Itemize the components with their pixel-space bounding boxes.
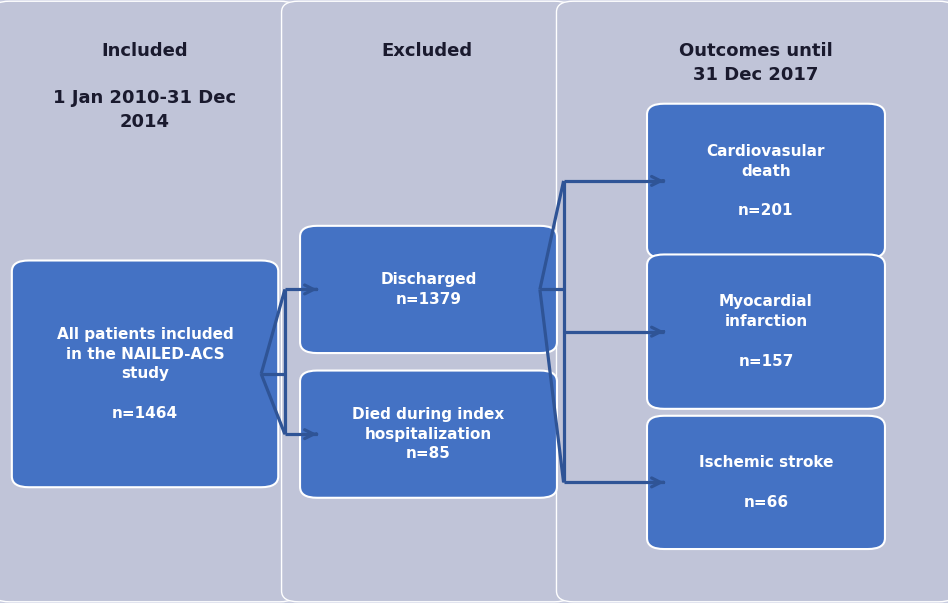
Text: Died during index
hospitalization
n=85: Died during index hospitalization n=85 [353, 407, 504, 461]
Text: Discharged
n=1379: Discharged n=1379 [380, 272, 477, 307]
FancyBboxPatch shape [300, 370, 556, 497]
FancyBboxPatch shape [647, 104, 884, 258]
FancyBboxPatch shape [300, 226, 556, 353]
FancyBboxPatch shape [282, 1, 572, 602]
Text: All patients included
in the NAILED-ACS
study

n=1464: All patients included in the NAILED-ACS … [57, 327, 233, 421]
Text: Outcomes until
31 Dec 2017: Outcomes until 31 Dec 2017 [679, 42, 832, 84]
Text: Ischemic stroke

n=66: Ischemic stroke n=66 [699, 455, 833, 510]
FancyBboxPatch shape [647, 254, 884, 409]
Text: Cardiovasular
death

n=201: Cardiovasular death n=201 [706, 144, 825, 218]
Text: Myocardial
infarction

n=157: Myocardial infarction n=157 [720, 294, 812, 369]
FancyBboxPatch shape [556, 1, 948, 602]
FancyBboxPatch shape [0, 1, 297, 602]
FancyBboxPatch shape [647, 416, 884, 549]
Text: Excluded: Excluded [381, 42, 472, 60]
FancyBboxPatch shape [11, 260, 279, 487]
Text: Included

1 Jan 2010-31 Dec
2014: Included 1 Jan 2010-31 Dec 2014 [53, 42, 237, 131]
